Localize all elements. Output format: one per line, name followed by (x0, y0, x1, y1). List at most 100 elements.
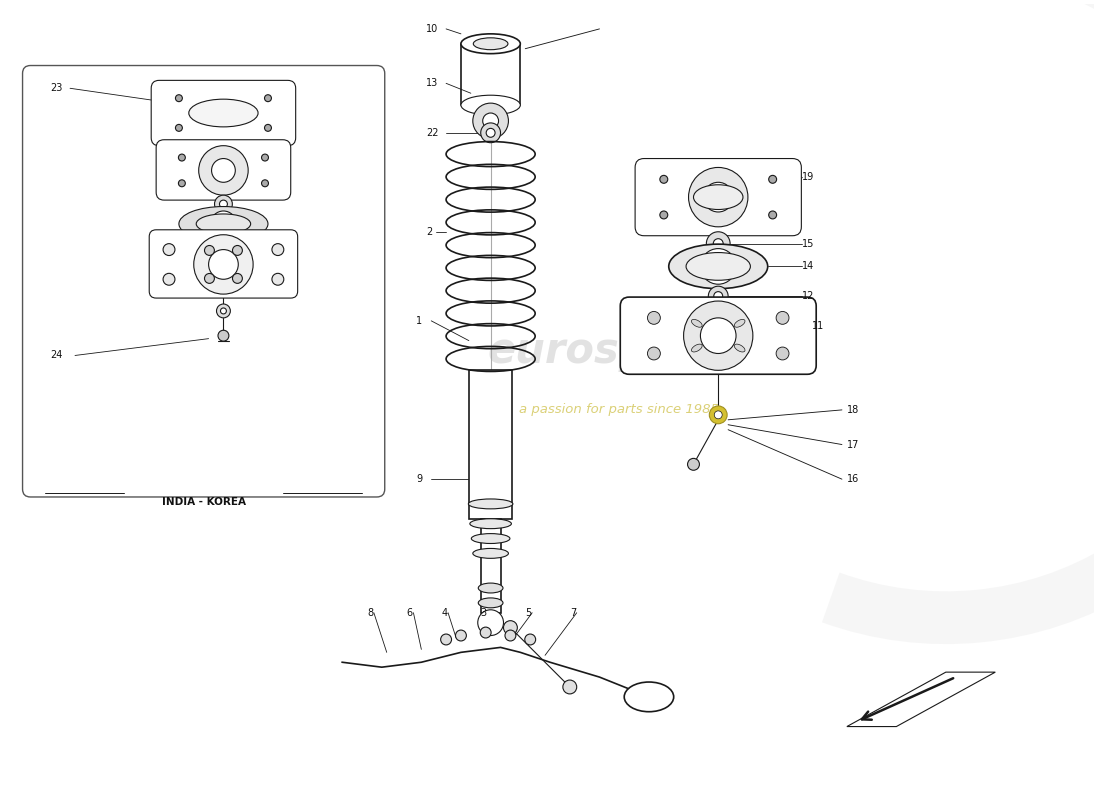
Ellipse shape (669, 244, 768, 289)
Ellipse shape (735, 344, 745, 352)
Circle shape (205, 274, 214, 283)
Circle shape (525, 634, 536, 645)
Circle shape (178, 154, 185, 161)
Circle shape (264, 125, 272, 131)
Circle shape (272, 274, 284, 286)
Circle shape (563, 680, 576, 694)
Text: INDIA - KOREA: INDIA - KOREA (162, 497, 245, 507)
FancyBboxPatch shape (156, 140, 290, 200)
Ellipse shape (471, 534, 510, 543)
Circle shape (175, 94, 183, 102)
Ellipse shape (469, 499, 513, 509)
Circle shape (486, 128, 495, 138)
Circle shape (483, 113, 498, 129)
FancyBboxPatch shape (620, 297, 816, 374)
Circle shape (713, 238, 723, 249)
Circle shape (714, 411, 723, 419)
Circle shape (210, 211, 236, 237)
Circle shape (777, 347, 789, 360)
Circle shape (708, 286, 728, 306)
Ellipse shape (478, 583, 503, 593)
Circle shape (769, 175, 777, 183)
Text: 16: 16 (847, 474, 859, 484)
Circle shape (194, 234, 253, 294)
Circle shape (272, 244, 284, 255)
Circle shape (701, 249, 736, 284)
Circle shape (505, 630, 516, 641)
Circle shape (455, 630, 466, 641)
Text: 2: 2 (427, 226, 432, 237)
Circle shape (262, 154, 268, 161)
FancyBboxPatch shape (635, 158, 802, 236)
FancyBboxPatch shape (23, 66, 385, 497)
Text: 1: 1 (417, 316, 422, 326)
Ellipse shape (693, 185, 742, 210)
Circle shape (660, 175, 668, 183)
Circle shape (441, 634, 451, 645)
Circle shape (220, 200, 228, 208)
Circle shape (660, 211, 668, 219)
Text: 3: 3 (481, 608, 487, 618)
Text: 7: 7 (570, 608, 576, 618)
Circle shape (777, 311, 789, 324)
Circle shape (481, 627, 491, 638)
Ellipse shape (473, 549, 508, 558)
Circle shape (701, 318, 736, 354)
Ellipse shape (692, 319, 702, 327)
Circle shape (217, 304, 230, 318)
Circle shape (689, 167, 748, 227)
Text: 14: 14 (802, 262, 815, 271)
Circle shape (481, 123, 500, 142)
Bar (469, 370, 513, 518)
Text: a passion for parts since 1985: a passion for parts since 1985 (519, 403, 719, 416)
Ellipse shape (735, 319, 745, 327)
Ellipse shape (478, 598, 503, 608)
Circle shape (504, 621, 517, 634)
Circle shape (688, 458, 700, 470)
Circle shape (703, 182, 733, 212)
Circle shape (209, 250, 239, 279)
Ellipse shape (196, 214, 251, 234)
Text: 9: 9 (417, 474, 422, 484)
Circle shape (218, 330, 229, 341)
Circle shape (769, 211, 777, 219)
Text: 13: 13 (427, 78, 439, 88)
Text: 6: 6 (407, 608, 412, 618)
Circle shape (178, 180, 185, 186)
Ellipse shape (470, 518, 512, 529)
Circle shape (214, 195, 232, 213)
Circle shape (714, 292, 723, 301)
Circle shape (199, 146, 249, 195)
Ellipse shape (461, 34, 520, 54)
Ellipse shape (624, 682, 673, 712)
Ellipse shape (461, 95, 520, 115)
Circle shape (262, 180, 268, 186)
Circle shape (220, 308, 227, 314)
Ellipse shape (692, 344, 702, 352)
Circle shape (205, 246, 214, 255)
Circle shape (232, 274, 242, 283)
Text: 15: 15 (802, 238, 815, 249)
Circle shape (163, 244, 175, 255)
FancyBboxPatch shape (150, 230, 298, 298)
Text: 24: 24 (51, 350, 63, 361)
Text: 23: 23 (51, 83, 63, 94)
Circle shape (648, 347, 660, 360)
Circle shape (648, 311, 660, 324)
Text: 12: 12 (802, 291, 815, 301)
Text: 22: 22 (427, 128, 439, 138)
Circle shape (706, 232, 730, 255)
Ellipse shape (473, 38, 508, 50)
Circle shape (477, 610, 504, 635)
Circle shape (683, 301, 752, 370)
Text: 8: 8 (367, 608, 373, 618)
Text: 19: 19 (802, 172, 815, 182)
Ellipse shape (686, 253, 750, 280)
Circle shape (710, 406, 727, 424)
Circle shape (211, 158, 235, 182)
Circle shape (473, 103, 508, 138)
Circle shape (175, 125, 183, 131)
Text: 5: 5 (526, 608, 531, 618)
Circle shape (232, 246, 242, 255)
Ellipse shape (189, 99, 258, 127)
